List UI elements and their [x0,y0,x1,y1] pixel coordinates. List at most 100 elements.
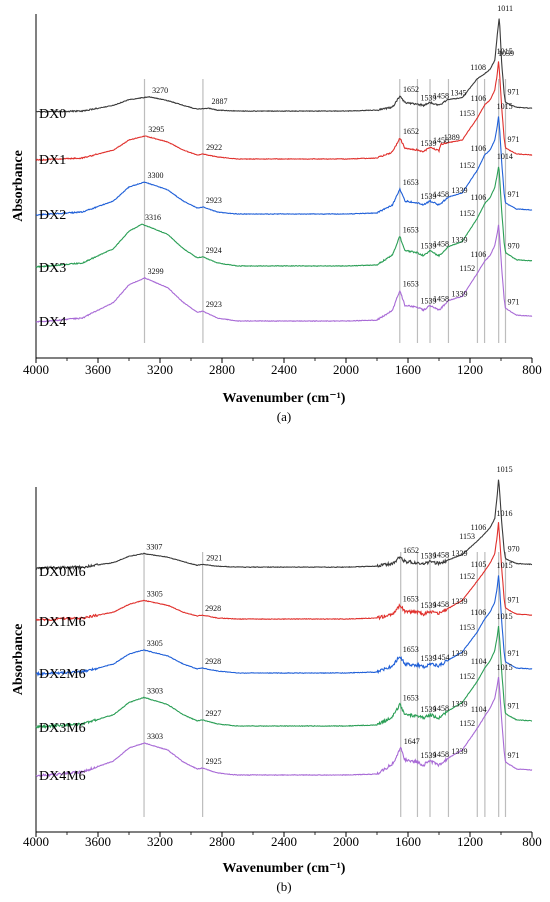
series-line-dx3 [35,166,533,269]
series-line-dx2 [35,116,533,216]
peak-label: 1653 [403,594,419,603]
peak-label: 971 [507,702,519,711]
peak-label: 1653 [403,645,419,654]
peak-label: 1458 [433,600,449,609]
peak-label: 3305 [147,589,163,598]
panel-label: (a) [277,409,291,424]
peak-label: 1339 [451,747,467,756]
peak-label: 1539 [420,601,436,610]
peak-label: 1458 [433,136,449,145]
peak-label: 3299 [148,267,164,276]
peak-label: 1339 [451,549,467,558]
series-line-dx2m6 [35,575,533,677]
series-label-dx3m6: DX3M6 [39,721,86,736]
series-line-dx0m6 [35,479,533,571]
peak-label: 1458 [433,240,449,249]
peak-label: 1108 [470,63,486,72]
series-line-dx3m6 [35,625,533,729]
peak-label: 1015 [497,561,513,570]
peak-label: 1653 [403,694,419,703]
x-tick-label: 1200 [457,362,483,377]
peak-label: 1015 [497,612,513,621]
peak-label: 3305 [147,639,163,648]
peak-label: 1458 [433,704,449,713]
series-line-dx1 [35,61,533,162]
x-tick-label: 2000 [333,362,359,377]
x-tick-label: 3600 [85,362,111,377]
x-tick-label: 4000 [23,362,49,377]
peak-label: 1104 [471,705,487,714]
peak-label: 1539 [420,705,436,714]
peak-label: 1539 [420,139,436,148]
peak-label: 1539 [420,242,436,251]
peak-label: 1652 [403,85,419,94]
x-tick-label: 1600 [395,362,421,377]
series-label-dx2m6: DX2M6 [39,667,86,682]
x-tick-label: 3200 [147,362,173,377]
x-tick-label: 1200 [457,834,483,849]
peak-label: 1152 [459,572,475,581]
x-tick-label: 800 [522,834,542,849]
peak-label: 1011 [497,4,513,13]
peak-label: 1653 [403,280,419,289]
peak-label: 970 [508,242,520,251]
peak-label: 1539 [420,552,436,561]
peak-label: 2921 [206,553,222,562]
peak-label: 2923 [206,300,222,309]
peak-label: 971 [507,595,519,604]
peak-label: 2928 [205,604,221,613]
peak-label: 971 [507,88,519,97]
peak-label: 3270 [152,86,168,95]
peak-label: 1647 [404,737,420,746]
series-label-dx1: DX1 [39,153,66,168]
peak-label: 1153 [459,623,475,632]
peak-label: 2928 [205,657,221,666]
peak-label: 1105 [471,560,487,569]
peak-label: 1339 [451,289,467,298]
series-line-dx4m6 [35,677,533,778]
x-tick-label: 2800 [209,834,235,849]
peak-label: 1653 [403,225,419,234]
peak-label: 1014 [497,152,513,161]
peak-label: 1104 [471,657,487,666]
peak-label: 3316 [145,213,161,222]
peak-label: 2887 [212,97,228,106]
peak-label: 1106 [471,608,487,617]
series-label-dx3: DX3 [39,261,66,276]
peak-label: 1339 [451,186,467,195]
x-tick-label: 2800 [209,362,235,377]
peak-label: 1539 [420,751,436,760]
peak-label: 2924 [206,246,222,255]
peak-label: 1039 [498,49,514,58]
peak-label: 1339 [451,236,467,245]
peak-label: 1458 [433,294,449,303]
peak-label: 3303 [147,732,163,741]
peak-label: 971 [507,135,519,144]
peak-label: 1152 [459,672,475,681]
peak-label: 1153 [459,532,475,541]
peak-label: 1015 [497,47,513,56]
x-tick-label: 3200 [147,834,173,849]
peak-label: 1152 [459,209,475,218]
series-line-dx4 [35,224,533,323]
peak-label: 1106 [471,250,487,259]
peak-label: 971 [507,190,519,199]
series-label-dx0m6: DX0M6 [39,565,86,580]
peak-label: 971 [507,649,519,658]
peak-label: 1339 [451,597,467,606]
peak-label: 1152 [459,161,475,170]
peak-label: 1458 [433,190,449,199]
peak-label: 2922 [206,143,222,152]
panel-label: (b) [276,879,291,894]
x-axis-title: Wavenumber (cm⁻¹) [223,391,346,406]
peak-label: 3303 [147,686,163,695]
peak-label: 2925 [206,757,222,766]
x-tick-label: 2400 [271,362,297,377]
x-axis-title: Wavenumber (cm⁻¹) [223,861,346,876]
series-label-dx0: DX0 [39,107,66,122]
chart-panel-a: 4000 3600 3200 2800 2400 2000 1600 1200 800 Waven… [11,4,542,424]
x-tick-label: 4000 [23,834,49,849]
x-tick-label: 800 [522,362,542,377]
peak-label: 1345 [451,89,467,98]
